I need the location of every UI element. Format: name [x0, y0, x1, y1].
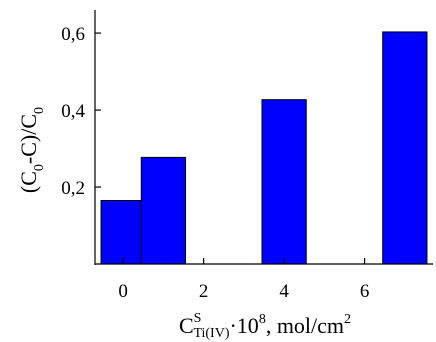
bar — [261, 99, 307, 265]
y-tick-label: 0,6 — [61, 24, 85, 45]
x-axis-label: CS Ti(IV)·108, mol/cm2 — [179, 311, 351, 341]
x-tick-label: 2 — [199, 281, 209, 302]
axes-group — [94, 10, 433, 265]
ticks-group: 0,2 0,4 0,6 0 2 4 6 — [61, 24, 369, 302]
bar — [100, 200, 146, 265]
x-tick-label: 4 — [279, 281, 289, 302]
x-tick-label: 0 — [118, 281, 128, 302]
y-axis-label: (C0-C)/C0 — [16, 107, 47, 193]
bar — [382, 31, 428, 265]
bar — [140, 156, 187, 265]
bars-group — [100, 31, 428, 265]
y-tick-label: 0,2 — [61, 178, 85, 199]
y-tick-label: 0,4 — [61, 101, 85, 122]
x-tick-label: 6 — [360, 281, 370, 302]
